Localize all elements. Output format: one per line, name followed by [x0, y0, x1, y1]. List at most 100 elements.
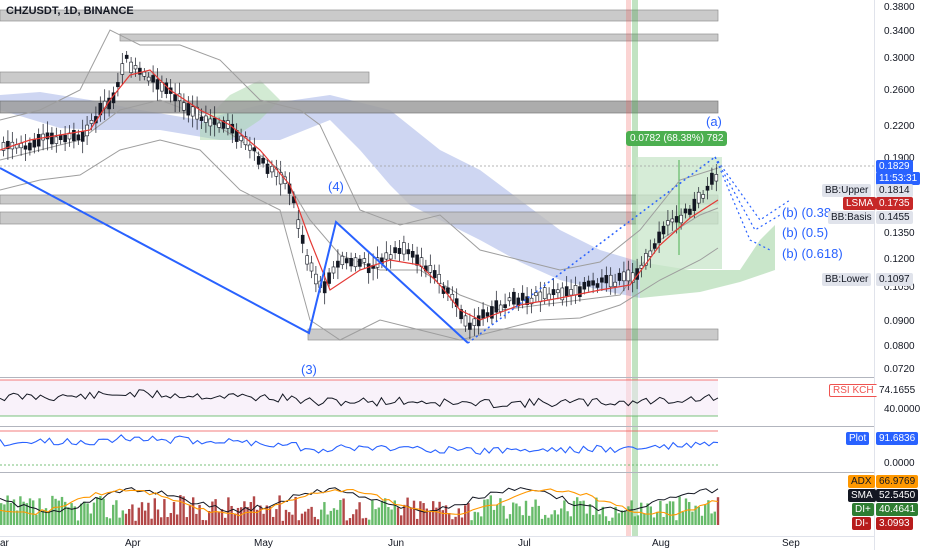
dmi-bar [460, 517, 464, 525]
projection-dotted [714, 156, 771, 251]
dmi-bar [361, 518, 364, 525]
candle-body [586, 280, 591, 287]
candle-body [534, 292, 538, 297]
candle-body [19, 143, 23, 149]
dmi-bar [588, 504, 592, 525]
dmi-bar [508, 514, 512, 525]
candle-body [305, 255, 309, 265]
dmi-bar [464, 505, 467, 525]
price-chart-svg[interactable] [0, 0, 874, 536]
candle-body [538, 291, 543, 303]
candle-body [701, 194, 705, 199]
candle-body [463, 315, 468, 327]
candle-body [32, 138, 37, 148]
dmi-bar [268, 506, 272, 525]
candle-body [490, 306, 494, 319]
dmi-bar [240, 507, 243, 525]
dmi-bar [540, 518, 544, 525]
dmi-bar [35, 514, 38, 525]
time-tick: Jul [518, 538, 531, 549]
dmi-bar [374, 509, 377, 525]
dmi-bar [128, 509, 131, 525]
candle-body [688, 208, 692, 215]
dmi-bar [288, 512, 291, 525]
dmi-bar [518, 506, 521, 525]
dmi-bar [563, 500, 566, 525]
pane-divider[interactable] [0, 472, 874, 473]
dmi-bar [371, 500, 374, 525]
candle-body [23, 145, 28, 150]
candle-body [525, 296, 529, 306]
dmi-bar [496, 504, 499, 525]
candle-body [498, 304, 503, 312]
lsma-line [0, 69, 719, 321]
dmi-bar [115, 500, 118, 525]
dmi-bar [284, 509, 288, 525]
dmi-bar [668, 501, 672, 525]
candle-body [322, 281, 327, 294]
adx-tag: ADX [848, 475, 875, 488]
dmi-bar [6, 495, 9, 525]
candle-body [630, 272, 635, 283]
dmi-bar [476, 512, 480, 525]
dmi-bar [643, 513, 646, 525]
dmi-bar [348, 518, 352, 525]
sma-tag: SMA [848, 489, 876, 502]
candle-body [472, 318, 477, 326]
dmi-bar [188, 504, 192, 525]
dmi-bar [576, 497, 579, 525]
candle-body [384, 252, 389, 260]
dmi-bar [147, 502, 150, 525]
dmi-bar [534, 499, 537, 525]
dmi-bar [342, 498, 345, 525]
candle-body [657, 231, 661, 243]
candle-body [331, 266, 336, 274]
di-plus-value: 40.4641 [876, 503, 919, 516]
pane-divider[interactable] [0, 377, 874, 378]
dmi-bar [163, 499, 166, 525]
adx-line [0, 487, 719, 514]
dmi-bar [480, 516, 483, 525]
dmi-bar [28, 498, 32, 525]
dmi-bar [304, 511, 307, 525]
candle-body [204, 115, 208, 123]
dmi-bar [99, 496, 102, 525]
candle-body [397, 248, 402, 254]
sma-value: 52.5450 [876, 489, 919, 502]
dmi-bar [192, 497, 195, 525]
rsi-line [0, 389, 719, 409]
candle-body [569, 289, 573, 296]
candle-body [120, 63, 125, 75]
projection-dotted [467, 156, 716, 344]
candle-body [50, 132, 54, 145]
dmi-bar [51, 495, 54, 525]
candle-body [195, 106, 199, 120]
dmi-bar [505, 518, 508, 525]
dmi-bar [444, 505, 448, 525]
lsma-tag: LSMA [843, 197, 877, 210]
projection-dotted [714, 156, 781, 231]
dmi-bar [364, 517, 368, 525]
dmi-bar [160, 517, 163, 525]
dmi-bar [368, 519, 371, 525]
dmi-bar [569, 516, 572, 525]
symbol-title[interactable]: CHZUSDT, 1D, BINANCE [6, 5, 134, 17]
dmi-bar [22, 501, 25, 525]
dmi-bar [652, 517, 656, 525]
dmi-bar [425, 508, 428, 525]
pane-divider[interactable] [0, 426, 874, 427]
dmi-bar [198, 504, 201, 525]
candle-body [494, 300, 499, 313]
dmi-bar [297, 520, 300, 525]
candle-body [28, 142, 32, 151]
candle-body [406, 249, 411, 255]
time-tick: ar [0, 538, 9, 549]
time-axis[interactable]: ar Apr May Jun Jul Aug Sep [0, 536, 874, 551]
price-tick: 0.2200 [884, 121, 915, 132]
candle-body [362, 258, 367, 263]
dmi-bar [486, 499, 489, 525]
wave-label-a: (a) [706, 114, 722, 129]
dmi-bar [649, 506, 652, 525]
bb-lower [0, 139, 719, 341]
